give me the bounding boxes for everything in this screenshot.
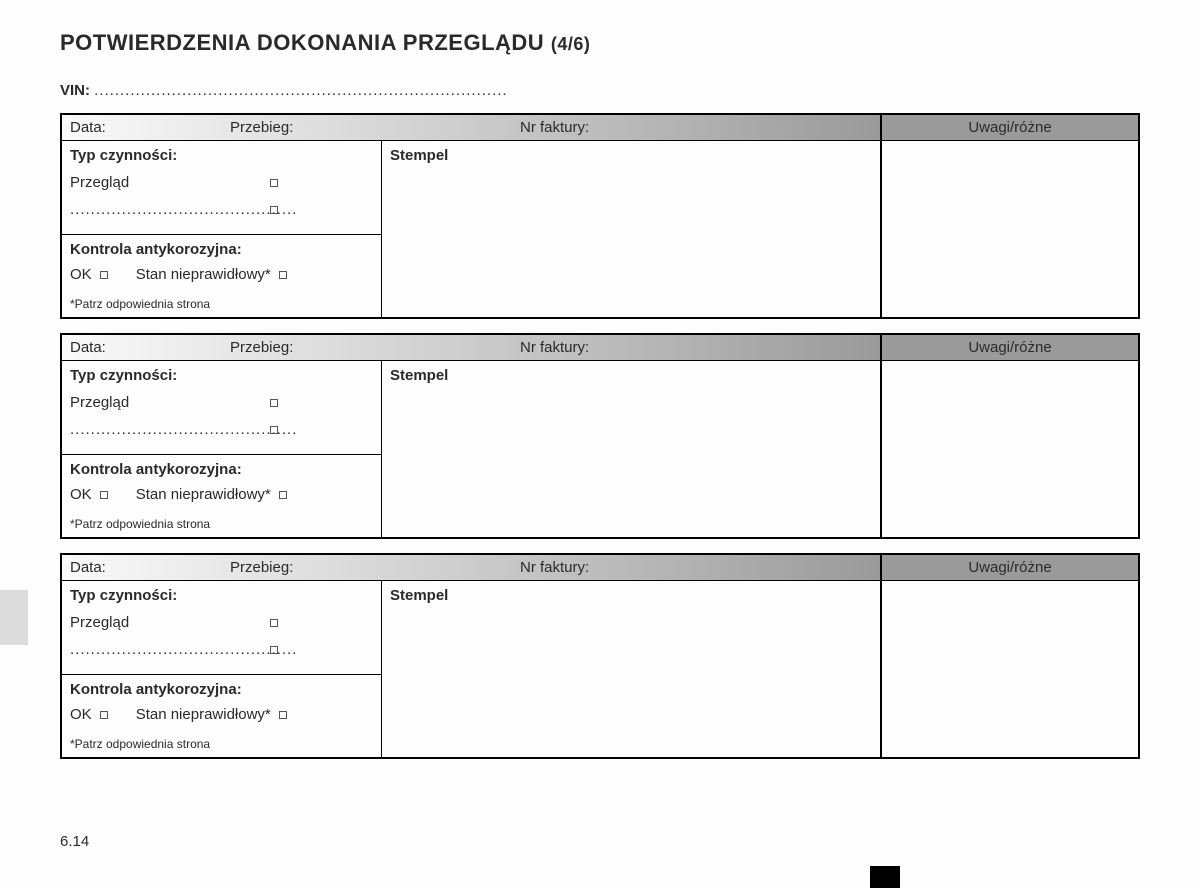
- hdr-data: Data:: [70, 119, 230, 136]
- stempel-cell: Stempel: [382, 361, 882, 537]
- hdr-przebieg: Przebieg:: [230, 119, 520, 136]
- uwagi-cell: [882, 581, 1138, 757]
- kontrola-stan: Stan nieprawidłowy*: [136, 486, 271, 503]
- checkbox-icon[interactable]: [270, 619, 278, 627]
- block-header-left: Data: Przebieg: Nr faktury:: [62, 115, 882, 141]
- typ-label: Typ czynności:: [70, 147, 373, 164]
- title-main: POTWIERDZENIA DOKONANIA PRZEGLĄDU: [60, 30, 544, 55]
- stempel-cell: Stempel: [382, 581, 882, 757]
- typ-cell: Typ czynności: Przegląd ................…: [62, 141, 382, 235]
- typ-dots: ........................................…: [70, 421, 270, 438]
- page-number: 6.14: [60, 833, 89, 850]
- stempel-label: Stempel: [390, 587, 448, 604]
- kontrola-foot: *Patrz odpowiednia strona: [70, 297, 373, 311]
- kontrola-label: Kontrola antykorozyjna:: [70, 681, 373, 698]
- kontrola-label: Kontrola antykorozyjna:: [70, 461, 373, 478]
- checkbox-icon[interactable]: [100, 711, 108, 719]
- block-header-left: Data: Przebieg: Nr faktury:: [62, 555, 882, 581]
- block-header-left: Data: Przebieg: Nr faktury:: [62, 335, 882, 361]
- checkbox-icon[interactable]: [279, 271, 287, 279]
- typ-cell: Typ czynności: Przegląd ................…: [62, 581, 382, 675]
- service-block: Data: Przebieg: Nr faktury: Uwagi/różne …: [60, 553, 1140, 759]
- hdr-faktura: Nr faktury:: [520, 339, 872, 356]
- hdr-data: Data:: [70, 339, 230, 356]
- typ-przeglad: Przegląd: [70, 394, 270, 411]
- vin-row: VIN: ...................................…: [60, 82, 1140, 99]
- kontrola-foot: *Patrz odpowiednia strona: [70, 517, 373, 531]
- checkbox-icon[interactable]: [270, 399, 278, 407]
- kontrola-cell: Kontrola antykorozyjna: OK Stan nieprawi…: [62, 455, 382, 537]
- stempel-label: Stempel: [390, 367, 448, 384]
- typ-przeglad: Przegląd: [70, 174, 270, 191]
- typ-dots: ........................................…: [70, 201, 270, 218]
- kontrola-foot: *Patrz odpowiednia strona: [70, 737, 373, 751]
- vin-dots: ........................................…: [94, 82, 507, 99]
- hdr-faktura: Nr faktury:: [520, 559, 872, 576]
- page-content: POTWIERDZENIA DOKONANIA PRZEGLĄDU (4/6) …: [0, 0, 1200, 759]
- block-header-right: Uwagi/różne: [882, 335, 1138, 361]
- checkbox-icon[interactable]: [270, 426, 278, 434]
- typ-label: Typ czynności:: [70, 367, 373, 384]
- typ-cell: Typ czynności: Przegląd ................…: [62, 361, 382, 455]
- checkbox-icon[interactable]: [279, 491, 287, 499]
- kontrola-cell: Kontrola antykorozyjna: OK Stan nieprawi…: [62, 235, 382, 317]
- hdr-uwagi: Uwagi/różne: [968, 119, 1051, 136]
- hdr-przebieg: Przebieg:: [230, 339, 520, 356]
- checkbox-icon[interactable]: [270, 206, 278, 214]
- stempel-cell: Stempel: [382, 141, 882, 317]
- hdr-data: Data:: [70, 559, 230, 576]
- hdr-uwagi: Uwagi/różne: [968, 559, 1051, 576]
- kontrola-ok: OK: [70, 266, 92, 283]
- hdr-uwagi: Uwagi/różne: [968, 339, 1051, 356]
- service-block: Data: Przebieg: Nr faktury: Uwagi/różne …: [60, 113, 1140, 319]
- checkbox-icon[interactable]: [279, 711, 287, 719]
- uwagi-cell: [882, 361, 1138, 537]
- service-block: Data: Przebieg: Nr faktury: Uwagi/różne …: [60, 333, 1140, 539]
- uwagi-cell: [882, 141, 1138, 317]
- side-tab: [0, 590, 28, 645]
- kontrola-stan: Stan nieprawidłowy*: [136, 706, 271, 723]
- thumb-tab: [870, 866, 900, 888]
- kontrola-cell: Kontrola antykorozyjna: OK Stan nieprawi…: [62, 675, 382, 757]
- typ-przeglad: Przegląd: [70, 614, 270, 631]
- block-header-right: Uwagi/różne: [882, 115, 1138, 141]
- kontrola-ok: OK: [70, 486, 92, 503]
- checkbox-icon[interactable]: [100, 491, 108, 499]
- stempel-label: Stempel: [390, 147, 448, 164]
- title-part: (4/6): [551, 34, 591, 54]
- block-header-right: Uwagi/różne: [882, 555, 1138, 581]
- page-title: POTWIERDZENIA DOKONANIA PRZEGLĄDU (4/6): [60, 30, 1140, 56]
- vin-label: VIN:: [60, 82, 90, 99]
- checkbox-icon[interactable]: [100, 271, 108, 279]
- kontrola-label: Kontrola antykorozyjna:: [70, 241, 373, 258]
- typ-dots: ........................................…: [70, 641, 270, 658]
- typ-label: Typ czynności:: [70, 587, 373, 604]
- kontrola-stan: Stan nieprawidłowy*: [136, 266, 271, 283]
- hdr-przebieg: Przebieg:: [230, 559, 520, 576]
- hdr-faktura: Nr faktury:: [520, 119, 872, 136]
- checkbox-icon[interactable]: [270, 179, 278, 187]
- checkbox-icon[interactable]: [270, 646, 278, 654]
- kontrola-ok: OK: [70, 706, 92, 723]
